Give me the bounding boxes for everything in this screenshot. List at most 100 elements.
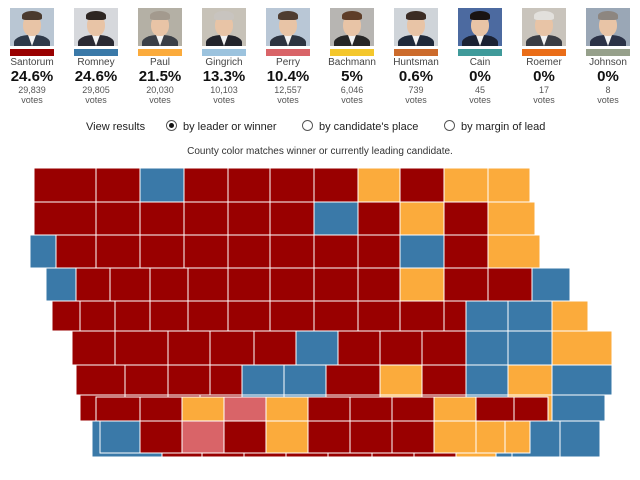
county-55[interactable]	[357, 300, 401, 332]
county-27[interactable]	[227, 234, 271, 269]
county-77[interactable]	[241, 364, 285, 396]
county-7[interactable]	[357, 167, 401, 203]
county-96[interactable]	[551, 394, 606, 422]
county-124[interactable]	[265, 420, 309, 454]
county-15[interactable]	[227, 201, 271, 236]
county-29[interactable]	[313, 234, 359, 269]
county-30[interactable]	[357, 234, 401, 269]
county-9[interactable]	[443, 167, 489, 203]
county-32[interactable]	[443, 234, 489, 269]
county-127[interactable]	[391, 420, 435, 454]
county-70[interactable]	[465, 330, 509, 366]
candidate-gingrich[interactable]: Gingrich 13.3% 10,103 votes	[192, 6, 256, 108]
county-52[interactable]	[227, 300, 271, 332]
county-120[interactable]	[99, 420, 141, 454]
county-56[interactable]	[399, 300, 445, 332]
county-83[interactable]	[507, 364, 553, 396]
county-20[interactable]	[443, 201, 489, 236]
radio-label-by-leader[interactable]: by leader or winner	[183, 121, 277, 133]
county-39[interactable]	[227, 267, 271, 302]
county-78[interactable]	[283, 364, 327, 396]
county-81[interactable]	[421, 364, 467, 396]
county-5[interactable]	[269, 167, 315, 203]
county-2[interactable]	[139, 167, 185, 203]
county-122[interactable]	[181, 420, 225, 454]
county-63[interactable]	[167, 330, 211, 366]
county-114[interactable]	[307, 396, 351, 422]
county-61[interactable]	[71, 330, 116, 366]
county-108[interactable]	[559, 420, 601, 458]
county-129[interactable]	[475, 420, 506, 454]
county-45[interactable]	[487, 267, 533, 302]
county-67[interactable]	[337, 330, 381, 366]
county-58[interactable]	[465, 300, 509, 332]
county-46[interactable]	[531, 267, 571, 302]
county-118[interactable]	[475, 396, 515, 422]
county-84[interactable]	[551, 364, 613, 396]
county-125[interactable]	[307, 420, 351, 454]
county-68[interactable]	[379, 330, 423, 366]
county-119[interactable]	[513, 396, 549, 422]
candidate-paul[interactable]: Paul 21.5% 20,030 votes	[128, 6, 192, 108]
county-3[interactable]	[183, 167, 229, 203]
county-51[interactable]	[187, 300, 229, 332]
candidate-cain[interactable]: Cain 0% 45 votes	[448, 6, 512, 108]
candidate-johnson[interactable]: Johnson 0% 8 votes	[576, 6, 640, 108]
county-13[interactable]	[139, 201, 185, 236]
county-75[interactable]	[167, 364, 211, 396]
county-71[interactable]	[507, 330, 553, 366]
county-113[interactable]	[265, 396, 309, 422]
radio-by-margin[interactable]	[444, 120, 455, 131]
county-41[interactable]	[313, 267, 359, 302]
county-35[interactable]	[75, 267, 111, 302]
county-49[interactable]	[114, 300, 151, 332]
county-26[interactable]	[183, 234, 229, 269]
county-23[interactable]	[55, 234, 97, 269]
radio-by-leader[interactable]	[166, 120, 177, 131]
county-34[interactable]	[45, 267, 77, 302]
county-16[interactable]	[269, 201, 315, 236]
county-14[interactable]	[183, 201, 229, 236]
county-1[interactable]	[95, 167, 141, 203]
county-128[interactable]	[433, 420, 477, 454]
candidate-perry[interactable]: Perry 10.4% 12,557 votes	[256, 6, 320, 108]
county-109[interactable]	[95, 396, 141, 422]
county-28[interactable]	[269, 234, 315, 269]
county-4[interactable]	[227, 167, 271, 203]
county-79[interactable]	[325, 364, 381, 396]
candidate-huntsman[interactable]: Huntsman 0.6% 739 votes	[384, 6, 448, 108]
radio-by-place[interactable]	[302, 120, 313, 131]
radio-label-by-place[interactable]: by candidate's place	[319, 121, 419, 133]
county-60[interactable]	[551, 300, 589, 332]
county-11[interactable]	[33, 201, 97, 236]
county-62[interactable]	[114, 330, 169, 366]
county-47[interactable]	[51, 300, 81, 332]
county-37[interactable]	[149, 267, 189, 302]
county-69[interactable]	[421, 330, 467, 366]
county-53[interactable]	[269, 300, 315, 332]
county-82[interactable]	[465, 364, 509, 396]
county-73[interactable]	[75, 364, 126, 396]
candidate-bachmann[interactable]: Bachmann 5% 6,046 votes	[320, 6, 384, 108]
candidate-santorum[interactable]: Santorum 24.6% 29,839 votes	[0, 6, 64, 108]
county-50[interactable]	[149, 300, 189, 332]
candidate-roemer[interactable]: Roemer 0% 17 votes	[512, 6, 576, 108]
county-59[interactable]	[507, 300, 553, 332]
county-111[interactable]	[181, 396, 225, 422]
county-116[interactable]	[391, 396, 435, 422]
county-10[interactable]	[487, 167, 531, 203]
county-44[interactable]	[443, 267, 489, 302]
county-66[interactable]	[295, 330, 339, 366]
county-54[interactable]	[313, 300, 359, 332]
county-110[interactable]	[139, 396, 183, 422]
county-24[interactable]	[95, 234, 141, 269]
county-80[interactable]	[379, 364, 423, 396]
county-74[interactable]	[124, 364, 169, 396]
county-38[interactable]	[187, 267, 229, 302]
radio-label-by-margin[interactable]: by margin of lead	[461, 121, 546, 133]
county-123[interactable]	[223, 420, 267, 454]
county-76[interactable]	[209, 364, 243, 396]
county-126[interactable]	[349, 420, 393, 454]
county-36[interactable]	[109, 267, 151, 302]
county-33[interactable]	[487, 234, 541, 269]
